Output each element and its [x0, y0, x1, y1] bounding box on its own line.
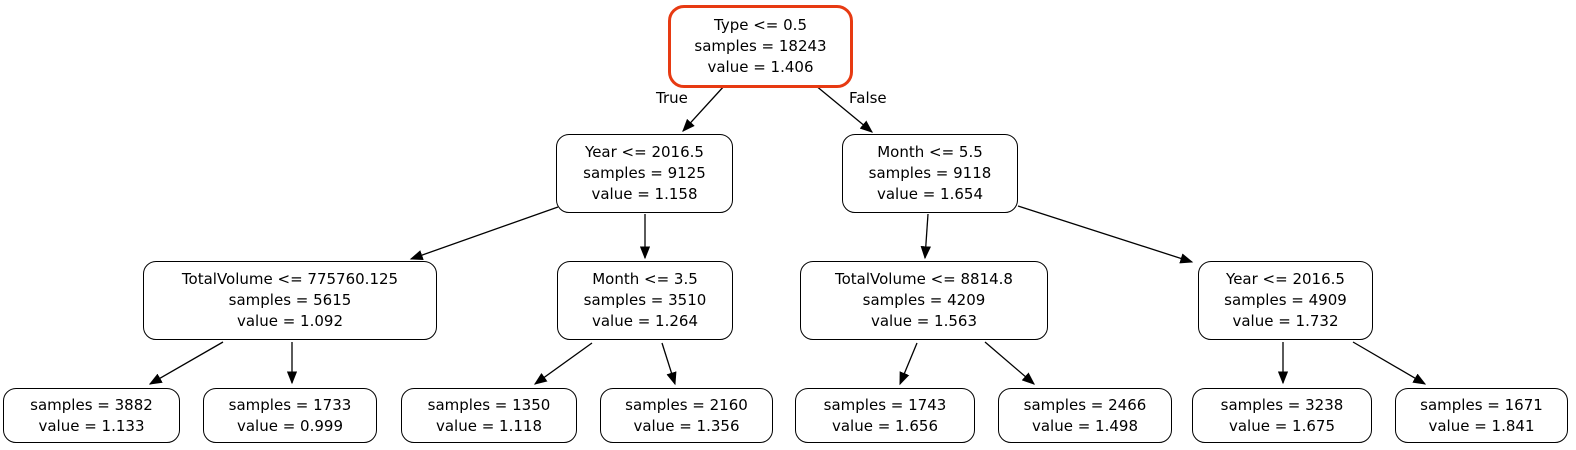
edge-l3-3-to-leaf-6	[984, 341, 1035, 385]
tree-leaf-2: samples = 1733 value = 0.999	[203, 388, 377, 443]
edge-l2right-to-l3-4	[1017, 205, 1194, 264]
node-samples: samples = 1743	[823, 395, 947, 414]
edge-label-true: True	[656, 89, 688, 107]
tree-node-root: Type <= 0.5 samples = 18243 value = 1.40…	[668, 5, 853, 88]
node-samples: samples = 1733	[228, 395, 352, 414]
tree-node-l3-1: TotalVolume <= 775760.125 samples = 5615…	[143, 261, 437, 340]
node-value: value = 1.406	[707, 58, 814, 76]
node-samples: samples = 3238	[1220, 395, 1344, 414]
node-value: value = 1.654	[876, 185, 984, 203]
node-value: value = 1.158	[591, 185, 698, 203]
node-value: value = 1.732	[1232, 312, 1339, 330]
tree-leaf-8: samples = 1671 value = 1.841	[1395, 388, 1568, 443]
node-samples: samples = 1671	[1420, 395, 1543, 414]
node-value: value = 1.264	[591, 312, 699, 330]
tree-node-l3-4: Year <= 2016.5 samples = 4909 value = 1.…	[1198, 261, 1373, 340]
node-condition: Year <= 2016.5	[1226, 270, 1345, 288]
node-samples: samples = 4909	[1224, 291, 1347, 309]
node-condition: TotalVolume <= 8814.8	[835, 270, 1013, 288]
node-samples: samples = 1350	[427, 395, 551, 414]
node-value: value = 1.563	[870, 312, 978, 330]
edge-l3-2-to-leaf-4	[661, 342, 677, 386]
tree-node-l2-right: Month <= 5.5 samples = 9118 value = 1.65…	[842, 134, 1018, 213]
node-samples: samples = 2160	[625, 395, 748, 414]
node-condition: Month <= 5.5	[877, 143, 983, 161]
edge-label-false: False	[849, 89, 887, 107]
tree-leaf-3: samples = 1350 value = 1.118	[401, 388, 577, 443]
node-value: value = 1.118	[435, 416, 543, 435]
edge-l3-3-to-leaf-5	[899, 342, 918, 386]
node-samples: samples = 2466	[1023, 395, 1147, 414]
node-condition: Year <= 2016.5	[585, 143, 704, 161]
node-samples: samples = 3882	[30, 395, 153, 414]
tree-node-l3-2: Month <= 3.5 samples = 3510 value = 1.26…	[557, 261, 733, 340]
edge-root-to-l2-right	[814, 84, 874, 133]
node-value: value = 1.841	[1428, 416, 1535, 435]
node-value: value = 1.656	[831, 416, 939, 435]
node-samples: samples = 9118	[868, 164, 992, 182]
node-samples: samples = 18243	[694, 37, 827, 55]
tree-leaf-5: samples = 1743 value = 1.656	[795, 388, 975, 443]
tree-leaf-4: samples = 2160 value = 1.356	[600, 388, 773, 443]
node-condition: TotalVolume <= 775760.125	[181, 270, 399, 288]
node-value: value = 1.356	[633, 416, 740, 435]
node-value: value = 1.675	[1228, 416, 1336, 435]
tree-leaf-6: samples = 2466 value = 1.498	[998, 388, 1172, 443]
tree-node-l2-left: Year <= 2016.5 samples = 9125 value = 1.…	[556, 134, 733, 213]
node-samples: samples = 9125	[583, 164, 706, 182]
tree-leaf-7: samples = 3238 value = 1.675	[1192, 388, 1372, 443]
tree-node-l3-3: TotalVolume <= 8814.8 samples = 4209 val…	[800, 261, 1048, 340]
edge-l2right-to-l3-3	[920, 213, 931, 260]
edge-l3-1-to-leaf-1	[148, 341, 224, 385]
edge-l3-4-to-leaf-8	[1352, 341, 1427, 385]
node-value: value = 1.498	[1031, 416, 1139, 435]
edge-root-to-l2-left	[682, 84, 726, 132]
node-condition: Type <= 0.5	[714, 16, 807, 34]
node-value: value = 0.999	[236, 416, 344, 435]
node-value: value = 1.133	[38, 416, 145, 435]
node-value: value = 1.092	[236, 312, 344, 330]
node-samples: samples = 3510	[583, 291, 707, 309]
tree-leaf-1: samples = 3882 value = 1.133	[3, 388, 180, 443]
edge-l3-2-to-leaf-3	[533, 342, 593, 385]
node-condition: Month <= 3.5	[592, 270, 698, 288]
node-samples: samples = 5615	[228, 291, 352, 309]
edge-l2left-to-l3-1	[409, 206, 559, 261]
node-samples: samples = 4209	[862, 291, 986, 309]
